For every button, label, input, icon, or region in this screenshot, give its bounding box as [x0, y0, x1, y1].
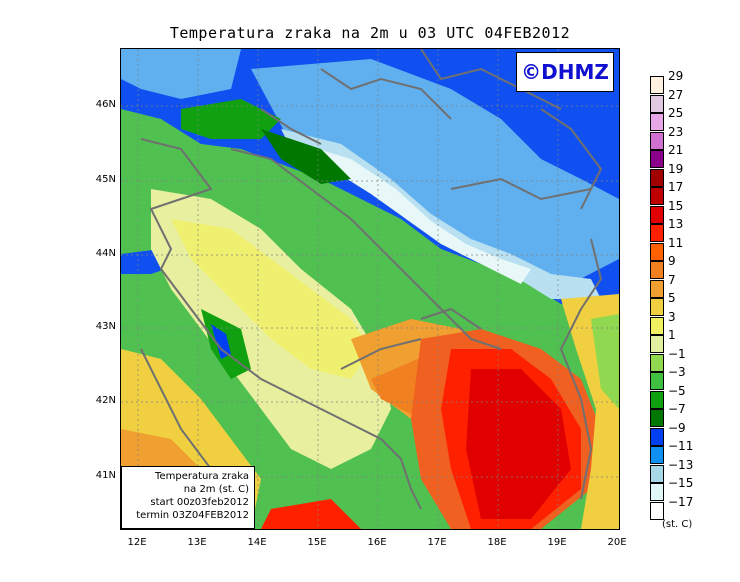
legend-unit: (st. C) [662, 519, 693, 530]
legend-swatch [650, 427, 664, 446]
legend-label: −17 [668, 494, 694, 509]
legend-label: 11 [668, 235, 684, 250]
legend-swatch [650, 224, 664, 242]
temperature-field [121, 49, 619, 529]
legend-swatch [650, 94, 664, 113]
info-line-3: start 00z03feb2012 [150, 497, 249, 508]
legend-label: 9 [668, 254, 676, 268]
legend-label: 23 [668, 124, 684, 139]
legend-swatch [650, 446, 664, 464]
legend-label: −11 [668, 439, 694, 453]
legend-label: 17 [668, 180, 684, 194]
legend-swatch [650, 298, 664, 316]
x-label-17e: 17E [427, 537, 447, 548]
x-label-16e: 16E [367, 537, 387, 548]
info-line-2: na 2m (st. C) [183, 484, 249, 495]
legend-label: 7 [668, 272, 676, 287]
x-label-15e: 15E [307, 537, 327, 548]
map-title: Temperatura zraka na 2m u 03 UTC 04FEB20… [169, 24, 571, 42]
legend-swatch [650, 372, 664, 390]
y-label-46n: 46N [95, 99, 116, 110]
y-label-45n: 45N [95, 174, 116, 185]
legend-swatch [650, 353, 664, 372]
y-label-42n: 42N [95, 395, 116, 406]
info-line-4: termin 03Z04FEB2012 [136, 510, 249, 521]
legend-swatch [650, 242, 664, 261]
legend-swatch [650, 483, 664, 501]
legend-swatch [650, 261, 664, 279]
legend-swatch [650, 113, 664, 131]
legend-swatch [650, 205, 664, 224]
legend-label: −1 [668, 346, 686, 361]
info-line-1: Temperatura zraka [155, 471, 249, 482]
legend-label: 21 [668, 143, 684, 157]
legend-label: −3 [668, 365, 686, 379]
legend-swatch [650, 390, 664, 409]
x-label-20e: 20E [607, 537, 627, 548]
info-box: Temperatura zraka na 2m (st. C) start 00… [121, 466, 255, 529]
legend-swatch [650, 131, 664, 150]
x-label-13e: 13E [187, 537, 207, 548]
x-label-19e: 19E [547, 537, 567, 548]
legend-label: 13 [668, 217, 684, 231]
x-label-18e: 18E [487, 537, 507, 548]
legend-swatch [650, 464, 664, 483]
temperature-map [120, 48, 620, 530]
y-label-43n: 43N [95, 321, 116, 332]
x-label-12e: 12E [127, 537, 147, 548]
y-label-44n: 44N [95, 248, 116, 259]
legend-label: 3 [668, 309, 676, 324]
legend-label: 15 [668, 198, 684, 213]
legend-label: 25 [668, 106, 684, 120]
legend-label: 19 [668, 161, 684, 176]
legend-swatch [650, 335, 664, 353]
legend-swatch [650, 409, 664, 427]
legend-swatch [650, 279, 664, 298]
x-label-14e: 14E [247, 537, 267, 548]
legend-swatch [650, 501, 664, 520]
legend-swatch [650, 76, 664, 94]
dhmz-logo: ©DHMZ [516, 52, 614, 92]
legend-label: 1 [668, 328, 676, 342]
legend-swatch [650, 150, 664, 168]
legend-label: 27 [668, 87, 684, 102]
legend-label: −7 [668, 402, 686, 416]
legend-swatch [650, 168, 664, 187]
legend-label: −13 [668, 457, 694, 472]
legend-swatch [650, 316, 664, 335]
legend-label: 29 [668, 69, 684, 83]
legend-label: −15 [668, 476, 694, 490]
y-label-41n: 41N [95, 470, 116, 481]
legend-label: −9 [668, 420, 686, 435]
legend-swatch [650, 187, 664, 205]
legend-label: −5 [668, 383, 686, 398]
legend-label: 5 [668, 291, 676, 305]
